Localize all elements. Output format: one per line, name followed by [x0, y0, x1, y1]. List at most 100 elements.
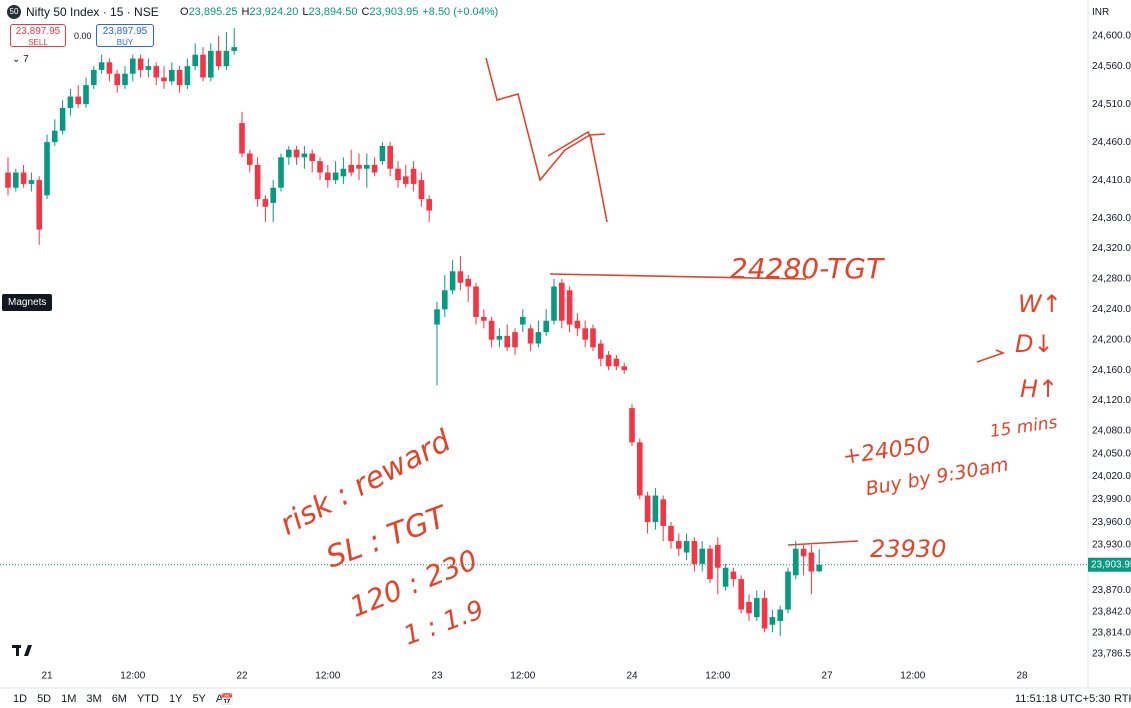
ohlc-legend: O23,895.25 H23,924.20 L23,894.50 C23,903.95…	[176, 6, 498, 18]
candle-body	[169, 69, 175, 82]
candle-body	[200, 54, 206, 78]
candle-body	[590, 328, 596, 348]
y-tick-label: 24,020.00	[1092, 471, 1131, 482]
candle-body	[426, 199, 432, 211]
candle-body	[754, 598, 760, 618]
scribble-arrow	[485, 57, 606, 182]
last-price-label: 23,903.95	[1091, 559, 1131, 570]
candle-body	[442, 290, 448, 310]
y-tick-label: 24,120.00	[1092, 395, 1131, 406]
y-tick-label: 23,960.00	[1092, 517, 1131, 528]
session[interactable]: RTH	[1114, 693, 1131, 705]
candle-body	[293, 149, 300, 158]
symbol-name[interactable]: Nifty 50 Index · 15 · NSE	[26, 5, 159, 19]
candle-body	[28, 180, 35, 184]
indicators-toggle[interactable]: ⌄ 7	[12, 54, 29, 65]
candle-body	[192, 54, 198, 67]
ohlc-value: 23,894.50	[308, 6, 358, 18]
logo-part	[16, 645, 19, 656]
candle-body	[816, 564, 822, 572]
y-tick-label: 23,990.00	[1092, 494, 1131, 505]
y-tick-label: 24,600.00	[1092, 30, 1131, 41]
candle-body	[566, 290, 573, 325]
candle-body	[83, 85, 89, 105]
logo-part	[24, 645, 32, 656]
sell-button[interactable]: 23,897.95 SELL	[10, 24, 66, 47]
range-button[interactable]: 1M	[61, 693, 77, 705]
candle-body	[449, 271, 456, 291]
candle-body	[403, 176, 409, 184]
buy-button[interactable]: 23,897.95 BUY	[96, 24, 154, 47]
y-tick-label: 23,814.00	[1092, 628, 1131, 639]
x-tick-label: 22	[236, 671, 248, 682]
ohlc-value: 23,903.95	[369, 6, 419, 18]
candle-body	[504, 335, 510, 348]
candle-body	[551, 286, 557, 321]
date-range-icon[interactable]: 📅	[220, 694, 234, 706]
candle-body	[527, 328, 534, 344]
candle-body	[457, 271, 464, 283]
candle-body	[36, 180, 42, 230]
candle-body	[231, 47, 237, 51]
candle-body	[434, 309, 440, 325]
candle-body	[59, 107, 66, 131]
candle-body	[691, 541, 698, 564]
candle-body	[161, 77, 167, 82]
candle-body	[793, 548, 799, 576]
candle-body	[621, 366, 627, 371]
annotation: 15 mins	[989, 413, 1059, 442]
annotation: +24050	[841, 433, 932, 470]
scribble-arrow	[547, 130, 593, 157]
range-button[interactable]: 5Y	[192, 693, 206, 705]
candle-body	[286, 149, 292, 158]
candle-body	[574, 320, 581, 329]
y-tick-label: 24,410.00	[1092, 175, 1131, 186]
y-tick-label: 24,080.00	[1092, 426, 1131, 437]
x-tick-label: 27	[821, 671, 833, 682]
x-tick-label: 12:00	[315, 671, 340, 682]
candle-body	[777, 609, 783, 621]
range-button[interactable]: All	[215, 693, 229, 705]
candle-body	[746, 601, 752, 614]
candle-body	[535, 332, 542, 344]
annotation: D↓	[1015, 330, 1054, 358]
candle-body	[301, 153, 308, 158]
y-tick-label: 24,360.00	[1092, 213, 1131, 224]
candle-body	[637, 442, 643, 496]
candle-body	[5, 172, 11, 188]
candle-body	[67, 96, 74, 108]
range-button[interactable]: 6M	[111, 693, 127, 705]
candle-body	[668, 525, 674, 542]
annotation: H↑	[1020, 375, 1058, 403]
buy-price: 23,897.95	[102, 26, 148, 37]
candle-body	[761, 598, 768, 629]
candle-body	[395, 168, 401, 181]
candle-body	[715, 544, 721, 568]
y-tick-label: 23,786.50	[1092, 649, 1131, 660]
x-tick-label: 21	[41, 671, 53, 682]
candle-body	[707, 548, 713, 580]
range-button[interactable]: 3M	[86, 693, 102, 705]
candle-body	[348, 164, 354, 173]
range-button[interactable]: 1D	[13, 693, 28, 705]
ohlc-key: O	[180, 6, 189, 18]
range-button[interactable]: 1Y	[168, 693, 183, 705]
candle-body	[652, 495, 659, 523]
x-tick-label: 24	[626, 671, 638, 682]
candle-body	[325, 172, 331, 181]
range-button[interactable]: YTD	[136, 693, 159, 705]
y-tick-label: 24,200.00	[1092, 334, 1131, 345]
candle-body	[262, 199, 269, 207]
annotation: 1 : 1.9	[400, 595, 488, 652]
level-line	[787, 540, 859, 546]
candle-body	[660, 499, 666, 526]
candle-body	[52, 130, 58, 143]
annotation: W↑	[1018, 290, 1062, 318]
sell-label: SELL	[28, 38, 48, 47]
range-button[interactable]: 5D	[37, 693, 52, 705]
candle-body	[184, 66, 191, 86]
x-tick-label: 12:00	[900, 671, 925, 682]
candle-body	[371, 164, 378, 173]
spread: 0.00	[74, 31, 92, 41]
candle-body	[215, 50, 222, 67]
